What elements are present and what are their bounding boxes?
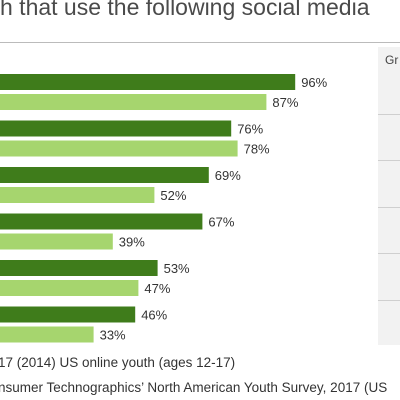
bar-light-1 xyxy=(0,94,267,110)
panel-separator xyxy=(378,113,400,115)
data-label-light-1: 87% xyxy=(272,95,298,110)
growth-column-header: Gr xyxy=(385,53,399,67)
bar-dark-6 xyxy=(0,306,136,323)
chart-title: h that use the following social media xyxy=(0,0,370,20)
bar-dark-5 xyxy=(0,260,158,276)
panel-separator xyxy=(378,299,400,301)
data-label-dark-5: 53% xyxy=(164,261,190,276)
panel-separator xyxy=(378,160,400,161)
title-divider xyxy=(0,42,400,43)
data-label-light-5: 47% xyxy=(144,281,170,296)
data-label-light-4: 39% xyxy=(119,235,145,250)
bar-light-5 xyxy=(0,280,139,296)
data-label-light-6: 33% xyxy=(100,328,126,343)
data-label-light-3: 52% xyxy=(160,188,186,203)
bar-light-3 xyxy=(0,187,155,203)
bar-dark-1 xyxy=(0,74,296,90)
data-label-dark-4: 67% xyxy=(208,215,234,230)
data-label-dark-3: 69% xyxy=(215,168,241,183)
data-label-dark-2: 76% xyxy=(237,122,263,137)
bar-chart: 96%87% 76% 78%69% 52% 67% 39% 53% 47% 46% 33% xyxy=(0,74,328,343)
data-label-light-2: 78% xyxy=(244,142,270,157)
bar-dark-4 xyxy=(0,213,203,230)
bar-dark-3 xyxy=(0,167,209,183)
bar-light-6 xyxy=(0,326,94,343)
bar-dark-2 xyxy=(0,120,232,137)
panel-separator xyxy=(378,206,400,208)
data-label-dark-6: 46% xyxy=(141,308,167,323)
data-label-dark-1: 96% xyxy=(301,75,327,90)
bar-light-4 xyxy=(0,233,113,250)
footnote: 17 (2014) US online youth (ages 12-17) xyxy=(0,355,236,370)
growth-column-panel xyxy=(378,47,400,345)
source-note: nsumer Technographics’ North American Yo… xyxy=(0,380,388,395)
bar-light-2 xyxy=(0,140,238,157)
panel-separator xyxy=(378,253,400,254)
